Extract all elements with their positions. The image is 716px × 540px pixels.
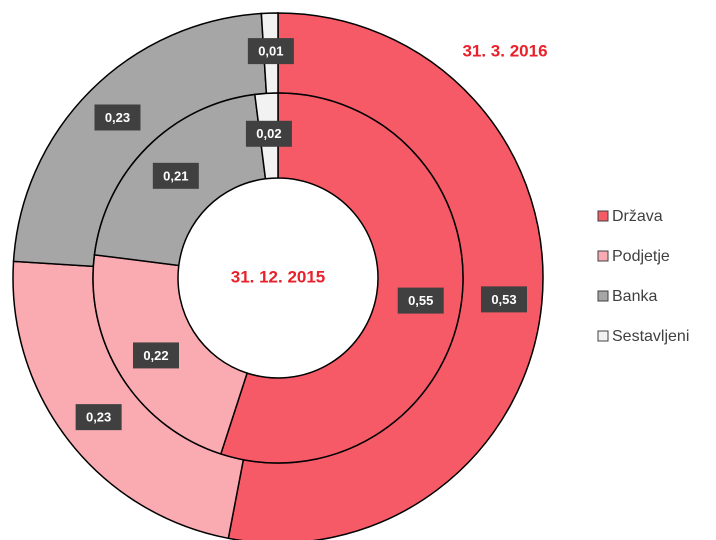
value-label-box: [75, 404, 122, 431]
value-label: 0,22: [143, 348, 168, 363]
series-label: 31. 12. 2015: [231, 267, 326, 286]
legend-swatch: [597, 330, 609, 342]
value-label-box: [152, 162, 199, 189]
legend-label: Država: [612, 208, 663, 225]
legend-label: Podjetje: [612, 248, 670, 265]
legend-label: Banka: [612, 288, 657, 305]
value-label-box: [94, 104, 141, 131]
value-label: 0,23: [86, 410, 111, 425]
value-label: 0,53: [491, 292, 516, 307]
value-label-box: [247, 38, 294, 65]
value-label: 0,01: [258, 44, 283, 59]
value-label: 0,21: [163, 168, 188, 183]
value-label: 0,55: [408, 293, 433, 308]
series-label: 31. 3. 2016: [462, 41, 547, 60]
legend-swatch: [597, 210, 609, 222]
donut-segment: [219, 92, 464, 464]
value-labels: 0,53 0,23 0,23 0,01 0,55 0,22 0,21 0,02: [75, 38, 527, 431]
legend-swatch: [597, 290, 609, 302]
value-label: 0,23: [105, 110, 130, 125]
value-label-box: [132, 342, 179, 369]
value-label-box: [397, 287, 444, 314]
legend-swatch: [597, 250, 609, 262]
value-label: 0,02: [256, 126, 281, 141]
legend-label: Sestavljeni: [612, 328, 689, 345]
value-label-box: [245, 120, 292, 147]
value-label-box: [480, 286, 527, 313]
